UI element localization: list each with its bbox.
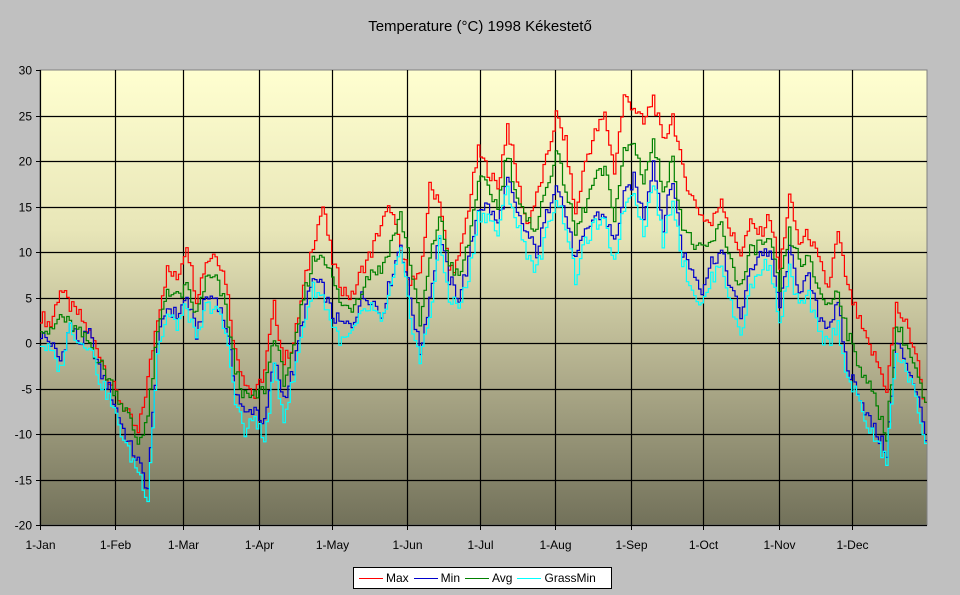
chart-title: Temperature (°C) 1998 Kékestető: [368, 18, 592, 35]
legend-label-max: Max: [386, 571, 409, 585]
x-tick-label: 1-Oct: [689, 538, 719, 552]
plot-area: [39, 69, 928, 526]
y-tick-label: 5: [25, 292, 32, 306]
legend-label-avg: Avg: [492, 571, 513, 585]
x-tick-label: 1-Nov: [763, 538, 795, 552]
legend-swatch-grassmin: [517, 577, 542, 579]
legend-swatch-min: [413, 577, 438, 579]
x-tick-label: 1-Feb: [100, 538, 132, 552]
series-line-avg: [40, 138, 927, 445]
y-tick-label: -10: [15, 428, 33, 442]
y-axis: 30 25 20 15 10 5 0 -5 -10 -15 -20: [15, 64, 42, 533]
y-tick-label: -5: [21, 383, 32, 397]
legend-item-max: Max: [359, 571, 409, 585]
x-tick-label: 1-Jan: [25, 538, 55, 552]
y-tick-label: 25: [19, 110, 33, 124]
x-tick-label: 1-May: [316, 538, 349, 552]
y-tick-label: -15: [15, 474, 33, 488]
x-tick-label: 1-Apr: [245, 538, 274, 552]
y-tick-label: 30: [19, 64, 33, 78]
legend-swatch-max: [359, 577, 383, 579]
series-line-max: [40, 94, 927, 434]
x-tick-label: 1-Sep: [615, 538, 647, 552]
legend-item-grassmin: GrassMin: [517, 571, 596, 585]
x-tick-label: 1-Mar: [168, 538, 199, 552]
legend-label-min: Min: [440, 571, 461, 585]
x-tick-label: 1-Jun: [392, 538, 422, 552]
legend-item-avg: Avg: [465, 571, 512, 585]
series-line-grassmin: [40, 185, 927, 503]
x-tick-label: 1-Dec: [836, 538, 868, 552]
y-tick-label: 20: [19, 155, 33, 169]
y-tick-label: 10: [19, 246, 33, 260]
series-line-min: [40, 160, 927, 490]
x-tick-label: 1-Aug: [539, 538, 571, 552]
y-tick-label: 15: [19, 201, 33, 215]
x-tick-label: 1-Jul: [467, 538, 493, 552]
y-tick-label: 0: [25, 337, 32, 351]
y-tick-label: -20: [15, 519, 33, 533]
series-lines: [40, 94, 927, 503]
legend: Max Min Avg GrassMin: [353, 567, 612, 589]
legend-item-min: Min: [413, 571, 461, 585]
legend-swatch-avg: [465, 577, 490, 579]
legend-label-grassmin: GrassMin: [544, 571, 596, 585]
x-axis: 1-Jan 1-Feb 1-Mar 1-Apr 1-May 1-Jun 1-Jul 1-Aug…: [25, 524, 927, 552]
